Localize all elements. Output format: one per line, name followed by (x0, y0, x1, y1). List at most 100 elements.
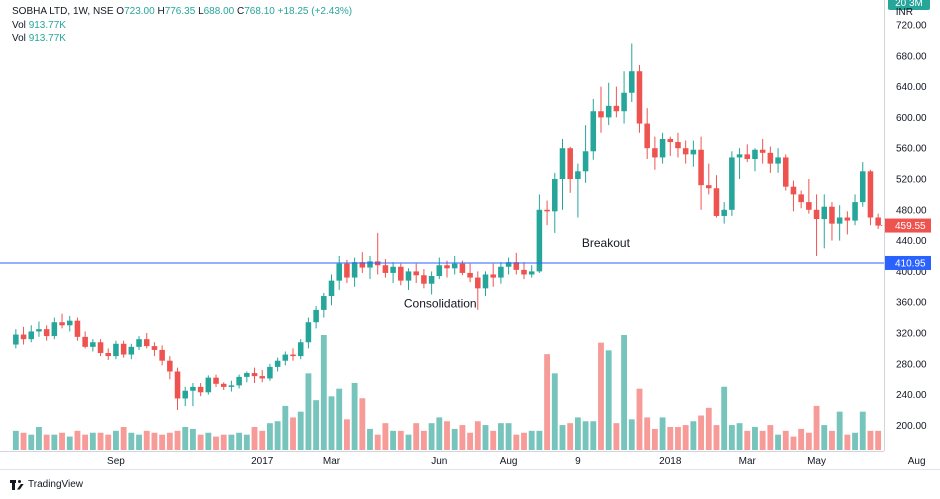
volume-value: 913.77K (28, 20, 66, 31)
volume-bar (274, 421, 281, 450)
volume-bar (166, 432, 173, 450)
candle-body (82, 336, 88, 347)
candle-body (875, 217, 881, 226)
volume-bar (59, 432, 65, 450)
candle-body (567, 148, 573, 179)
candle-body (167, 360, 173, 372)
volume-bar (651, 428, 658, 450)
y-tick-label: 200.00 (896, 421, 927, 432)
candle-body (43, 329, 50, 337)
candle-body (251, 373, 258, 377)
candle-body (367, 261, 373, 268)
y-tick-label: 440.00 (896, 236, 927, 247)
x-tick-label: Mar (323, 456, 341, 467)
candle-body (305, 322, 312, 343)
annotation-breakout: Breakout (582, 236, 631, 250)
volume-bar (136, 434, 142, 450)
open-value: 723.00 (124, 6, 155, 17)
candle-body (151, 346, 158, 350)
candle-body (66, 320, 73, 326)
volume-bar (182, 427, 189, 450)
x-tick-label: 9 (575, 456, 581, 467)
candle-body (13, 334, 19, 345)
last-price-box (885, 218, 931, 233)
volume-value-2: 913.77K (28, 33, 66, 44)
candle-body (636, 71, 643, 124)
volume-bar (28, 434, 35, 450)
volume-bar (382, 423, 389, 450)
volume-bar (482, 425, 489, 450)
volume-bar (190, 428, 196, 450)
candle-body (344, 263, 350, 278)
currency-label: INR (895, 7, 913, 18)
candle-body (544, 209, 550, 212)
y-tick-label: 480.00 (896, 205, 927, 216)
volume-bar (805, 432, 812, 450)
volume-bar (813, 405, 820, 450)
volume-bar (151, 432, 158, 450)
y-tick-label: 360.00 (896, 298, 927, 309)
candle-body (105, 353, 112, 357)
support-line-price-box (885, 255, 931, 270)
candle-body (621, 92, 627, 112)
candle-body (782, 157, 789, 187)
x-tick-label: Jun (431, 456, 447, 467)
candle-body (405, 271, 412, 281)
volume-bar (89, 432, 96, 450)
candle-body (428, 276, 435, 284)
volume-label-2: Vol (12, 33, 26, 44)
volume-bar (728, 425, 735, 450)
candle-body (190, 386, 196, 391)
volume-bar (497, 423, 504, 450)
volume-bar (444, 421, 450, 450)
candle-body (421, 275, 427, 284)
candle-body (659, 138, 666, 158)
annotation-consolidation: Consolidation (404, 297, 477, 311)
volume-bar (705, 407, 712, 450)
volume-bar (128, 432, 135, 450)
volume-bar (413, 423, 420, 450)
volume-bar (598, 342, 604, 450)
candle-body (74, 320, 81, 337)
candle-body (552, 179, 558, 212)
change-value: +18.25 (+2.43%) (277, 6, 353, 17)
candle-body (120, 343, 127, 355)
candle-body (644, 123, 650, 149)
volume-bar (836, 411, 843, 450)
volume-bar (782, 430, 789, 450)
x-tick-label: 2017 (251, 456, 274, 467)
candle-body (528, 271, 535, 275)
candle-body (582, 151, 589, 172)
y-tick-label: 280.00 (896, 359, 927, 370)
candle-body (759, 149, 766, 153)
candle-body (721, 209, 727, 216)
volume-bar (436, 417, 443, 450)
volume-bar (467, 432, 474, 450)
low-label: L (198, 6, 204, 17)
candle-body (852, 202, 858, 221)
volume-bar (474, 421, 481, 450)
volume-bar (644, 417, 651, 450)
candle-body (536, 209, 543, 272)
symbol-header: SOBHA LTD, 1W, NSE O723.00 H776.35 L688.… (12, 6, 352, 17)
tradingview-logo[interactable]: TradingView (10, 479, 83, 490)
candle-body (274, 360, 281, 367)
volume-bar (213, 436, 219, 450)
volume-bar (105, 434, 112, 450)
volume-bar (405, 434, 412, 450)
volume-bar (282, 405, 289, 450)
candle-body (490, 274, 496, 278)
volume-bar (259, 430, 266, 450)
candle-body (28, 331, 35, 340)
candle-body (475, 277, 481, 289)
candle-body (182, 390, 189, 399)
candle-body (729, 157, 735, 210)
candle-body (228, 385, 235, 387)
candle-body (744, 154, 751, 159)
candle-body (806, 202, 812, 210)
candle-body (521, 269, 527, 275)
candle-body (59, 322, 65, 326)
candle-body (690, 149, 697, 155)
volume-bar (736, 423, 743, 450)
